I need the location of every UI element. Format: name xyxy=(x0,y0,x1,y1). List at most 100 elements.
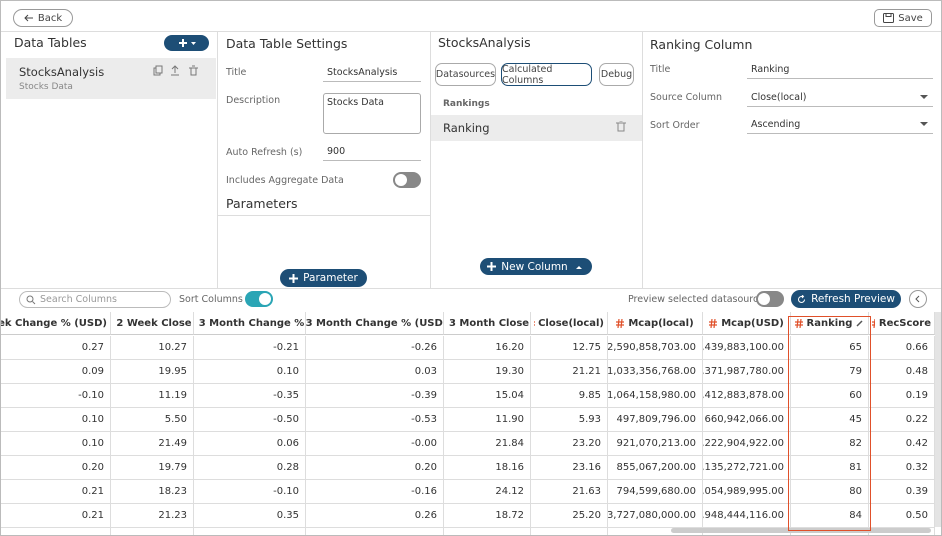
table-cell: 3,727,080,000.00 xyxy=(608,504,703,528)
table-cell: 0.26 xyxy=(306,504,444,528)
table-cell: 10.27 xyxy=(111,336,194,360)
table-cell: 18.72 xyxy=(444,504,531,528)
parameter-button[interactable]: Parameter xyxy=(280,269,367,287)
field-value[interactable]: Close(local) xyxy=(751,92,807,103)
divider xyxy=(430,31,431,288)
field-value: Stocks Data xyxy=(327,97,384,108)
column-header: Ranking xyxy=(791,312,869,335)
table-cell: 0.66 xyxy=(869,336,935,360)
panel-title: Data Table Settings xyxy=(226,36,348,51)
collapse-button[interactable] xyxy=(909,290,927,308)
table-cell: 19.30 xyxy=(444,360,531,384)
table-cell: 5.50 xyxy=(111,408,194,432)
scrollbar[interactable] xyxy=(935,312,941,527)
header-label[interactable]: Ranking xyxy=(806,317,853,329)
refresh-button[interactable]: Refresh Preview xyxy=(791,290,901,308)
table-cell: -0.10 xyxy=(1,384,111,408)
table-cell: 0.21 xyxy=(1,480,111,504)
column-name: Ranking xyxy=(443,121,490,135)
header-label[interactable]: Mcap(USD) xyxy=(721,317,784,329)
field-label: Description xyxy=(226,95,281,106)
add-table-button[interactable] xyxy=(164,35,209,51)
table-cell: 3,439,883,100.00 xyxy=(703,336,791,360)
header-label[interactable]: Week Change % (USD) xyxy=(1,317,107,329)
divider xyxy=(1,31,941,32)
search-box[interactable] xyxy=(19,291,171,308)
table-cell: 0.04 xyxy=(306,528,444,535)
table-cell: 10.30 xyxy=(444,528,531,535)
field-value[interactable]: 900 xyxy=(327,146,346,157)
item-icons[interactable] xyxy=(153,65,201,77)
field-label: Title xyxy=(650,64,671,75)
table-cell: 60 xyxy=(791,384,869,408)
table-cell: 11.19 xyxy=(111,384,194,408)
column-header: 3 Month Change % xyxy=(194,312,306,335)
header-label[interactable]: RecScore xyxy=(878,317,931,329)
table-cell: 0.28 xyxy=(194,456,306,480)
textarea[interactable] xyxy=(323,93,421,134)
table-cell: -0.39 xyxy=(306,384,444,408)
add-icon xyxy=(178,39,196,47)
save-button[interactable]: Save xyxy=(874,9,932,27)
table-cell: 4,948,444,116.00 xyxy=(703,504,791,528)
table-cell: 80 xyxy=(791,480,869,504)
table-cell: 11.40 xyxy=(531,528,608,535)
header-label[interactable]: 2 Week Close xyxy=(116,317,192,329)
table-cell: 23.16 xyxy=(531,456,608,480)
header-label[interactable]: Mcap(local) xyxy=(628,317,694,329)
table-cell: -0.00 xyxy=(306,432,444,456)
add-icon xyxy=(487,262,497,271)
header-label[interactable]: Close(local) xyxy=(538,317,604,329)
field-value[interactable]: StocksAnalysis xyxy=(327,67,398,78)
table-cell: 0.42 xyxy=(869,432,935,456)
table-cell: 0.10 xyxy=(1,432,111,456)
table-cell: 82 xyxy=(791,432,869,456)
table-cell: 10.49 xyxy=(111,528,194,535)
column-header: Close(local) xyxy=(531,312,608,335)
new-column-button[interactable]: New Column xyxy=(480,258,592,275)
toggle-label: Preview selected datasource xyxy=(628,294,765,305)
back-button[interactable]: Back xyxy=(13,9,73,27)
field-label: Sort Order xyxy=(650,120,700,131)
edit-icon[interactable] xyxy=(856,319,864,327)
table-cell: 23.20 xyxy=(531,432,608,456)
preview-toggle[interactable] xyxy=(756,291,784,307)
column-item[interactable] xyxy=(431,115,642,141)
table-cell: 497,809,796.00 xyxy=(608,408,703,432)
back-icon xyxy=(24,14,33,22)
table-cell: 21.49 xyxy=(111,432,194,456)
field-value[interactable]: Ranking xyxy=(751,64,790,75)
number-type-icon xyxy=(709,318,718,328)
table-cell: 794,599,680.00 xyxy=(608,480,703,504)
table-cell: 1,054,989,995.00 xyxy=(703,480,791,504)
header-label[interactable]: 3 Month Close xyxy=(448,317,530,329)
aggregate-toggle[interactable] xyxy=(393,172,421,188)
table-cell: 0.46 xyxy=(869,528,935,535)
tab[interactable]: Debug xyxy=(599,63,634,86)
column-header: 3 Month Change % (USD) xyxy=(306,312,444,335)
sort-toggle[interactable] xyxy=(245,291,273,307)
table-cell: 0.19 xyxy=(869,384,935,408)
table-cell: 1,371,987,780.00 xyxy=(703,360,791,384)
column-header: 2 Week Close xyxy=(111,312,194,335)
table-cell: 19.79 xyxy=(111,456,194,480)
table-cell: 921,070,213.00 xyxy=(608,432,703,456)
header-label[interactable]: 3 Month Change % (USD) xyxy=(306,317,444,329)
column-header: Week Change % (USD) xyxy=(1,312,111,335)
table-cell: 21.84 xyxy=(444,432,531,456)
header-label[interactable]: 3 Month Change % xyxy=(198,317,305,329)
input-underline xyxy=(747,106,933,107)
table-cell: -0.16 xyxy=(306,480,444,504)
toggle-label: Sort Columns xyxy=(179,294,243,305)
delete-icon[interactable] xyxy=(616,121,626,132)
table-cell: 0.09 xyxy=(1,360,111,384)
field-value[interactable]: Ascending xyxy=(751,119,801,130)
tab-active[interactable]: Calculated Columns xyxy=(501,63,592,86)
table-item[interactable] xyxy=(6,58,216,99)
button-label: New Column xyxy=(501,260,568,273)
divider xyxy=(1,288,941,289)
table-cell: 21.23 xyxy=(111,504,194,528)
tab[interactable]: Datasources xyxy=(435,63,496,86)
highlight-box xyxy=(788,316,871,531)
table-cell: 81 xyxy=(791,456,869,480)
